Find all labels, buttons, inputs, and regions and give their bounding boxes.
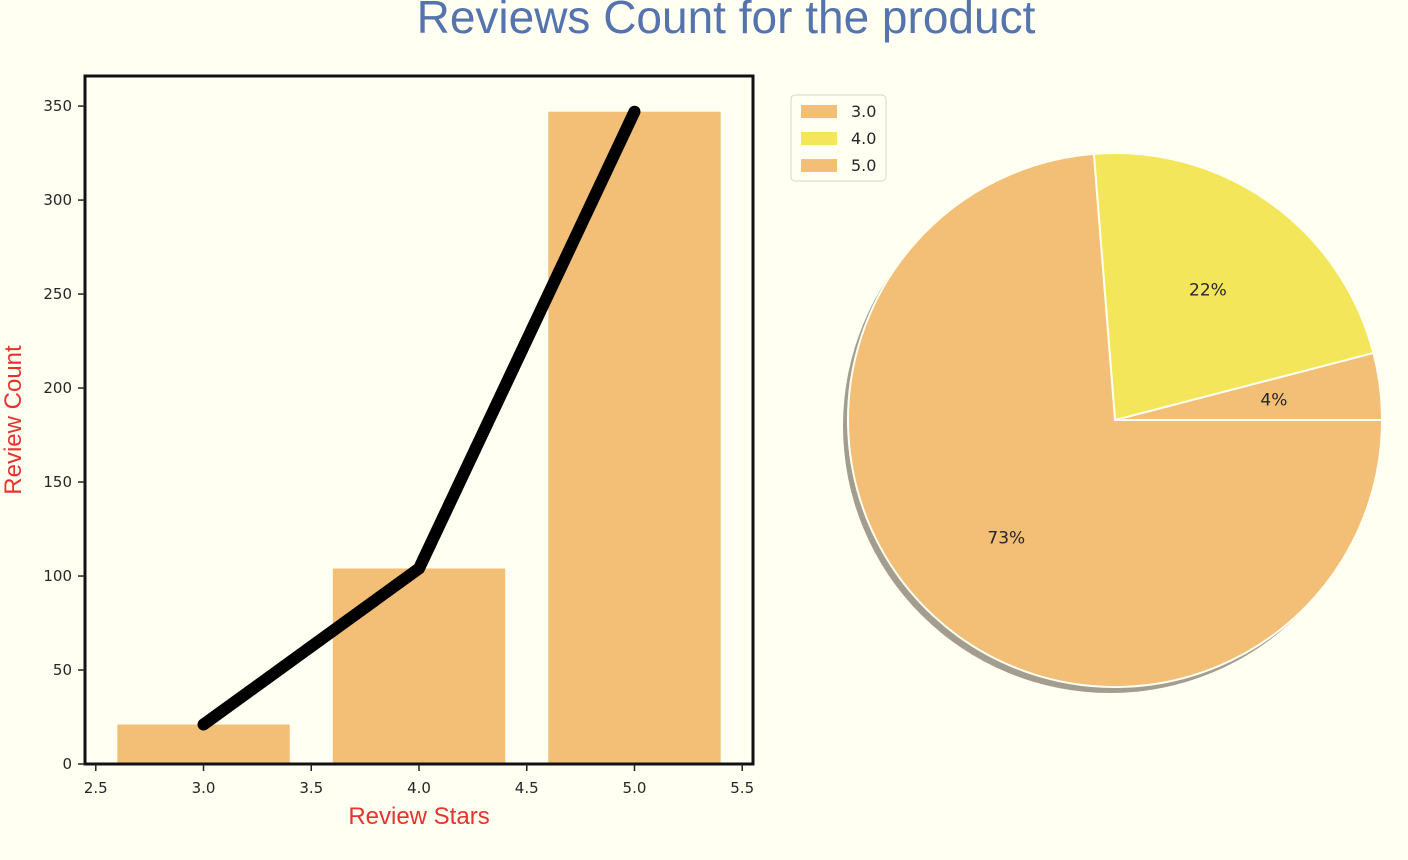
pie-chart: 4% 22% 73% bbox=[843, 152, 1384, 693]
legend-label: 4.0 bbox=[851, 129, 876, 148]
y-tick-label: 350 bbox=[43, 97, 72, 115]
pie-pct-label: 4% bbox=[1260, 391, 1287, 411]
pie-slice bbox=[1092, 152, 1375, 422]
legend-swatch bbox=[801, 105, 837, 118]
x-tick-label: 5.5 bbox=[730, 779, 754, 797]
legend-label: 3.0 bbox=[851, 102, 876, 121]
x-tick-label: 2.5 bbox=[84, 779, 108, 797]
x-tick-label: 3.5 bbox=[299, 779, 323, 797]
y-tick-label: 300 bbox=[43, 191, 72, 209]
pie-pct-label: 22% bbox=[1189, 281, 1227, 301]
y-tick-label: 250 bbox=[43, 285, 72, 303]
y-tick-label: 150 bbox=[43, 473, 72, 491]
legend-swatch bbox=[801, 159, 837, 172]
x-tick-label: 3.0 bbox=[192, 779, 216, 797]
chart-title: Reviews Count for the product bbox=[416, 0, 1036, 43]
pie-slice bbox=[847, 152, 1384, 688]
legend-swatch bbox=[801, 132, 837, 145]
trend-line bbox=[197, 105, 641, 731]
y-tick-label: 0 bbox=[62, 755, 72, 773]
pie-legend: 3.0 4.0 5.0 bbox=[790, 94, 887, 182]
x-tick-label: 5.0 bbox=[623, 779, 647, 797]
bar bbox=[548, 111, 721, 765]
y-tick-label: 100 bbox=[43, 567, 72, 585]
x-axis-title: Review Stars bbox=[348, 803, 489, 830]
bar bbox=[332, 568, 506, 764]
x-tick-label: 4.5 bbox=[515, 779, 539, 797]
bar bbox=[117, 724, 290, 764]
bar-chart: 2.5 3.0 3.5 4.0 4.5 5.0 5.5 0 50 100 150 200 250 300… bbox=[0, 74, 755, 830]
y-axis-title: Review Count bbox=[0, 345, 27, 495]
y-tick-label: 50 bbox=[53, 661, 72, 679]
legend-label: 5.0 bbox=[851, 156, 876, 175]
x-tick-label: 4.0 bbox=[407, 779, 431, 797]
y-tick-label: 200 bbox=[43, 379, 72, 397]
pie-pct-label: 73% bbox=[987, 529, 1025, 549]
